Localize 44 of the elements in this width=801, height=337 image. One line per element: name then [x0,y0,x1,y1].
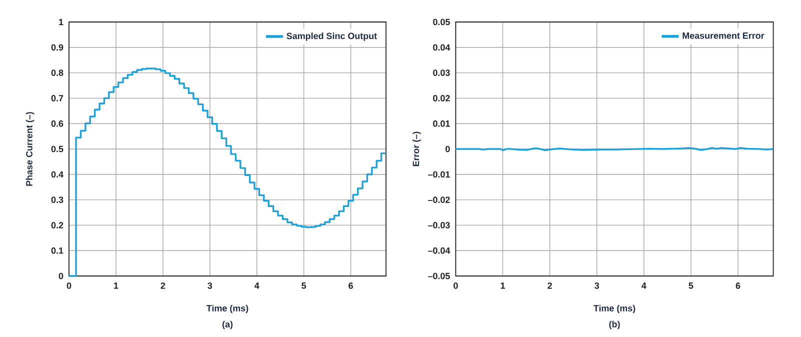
x-tick-label: 5 [302,282,306,289]
text: (b) [609,320,620,330]
x-axis-title: Time (ms) [206,304,248,314]
x-tick-label: 3 [594,282,600,289]
y-tick-label: –0.03 [428,222,450,228]
y-tick-label: 0.01 [433,120,450,127]
y-tick-label: 0 [446,146,450,152]
x-tick-label: 2 [160,282,166,289]
x-tick-label: 3 [208,282,212,289]
y-tick-label: 0.6 [51,120,64,127]
x-tick-label: 4 [254,282,260,289]
x-tick-label: 1 [500,282,505,289]
y-tick-label: 0.5 [51,146,64,152]
x-tick-label: 5 [688,282,694,289]
legend-label: Sampled Sinc Output [286,32,377,41]
x-axis-title: Time (ms) [594,304,636,314]
x-tick-label: 0 [66,282,72,289]
y-tick-label: 1 [59,18,64,26]
y-tick-label: 0.02 [433,95,450,102]
y-tick-label: 0 [58,272,64,280]
y-tick-label: 0.9 [51,44,64,51]
y-tick-label: 0.8 [51,70,64,76]
y-tick-label: 0.03 [433,70,450,76]
y-tick-label: –0.01 [428,171,450,178]
y-tick-label: 0.2 [51,222,64,228]
y-axis-title: Phase Current (–) [26,112,34,186]
y-axis-title: Error (–) [412,132,421,166]
x-tick-label: 4 [642,282,646,289]
x-tick-label: 2 [548,282,552,289]
text: (a) [222,320,233,330]
x-tick-label: 6 [348,282,353,289]
y-tick-label: 0.3 [51,196,64,203]
y-tick-label: –0.05 [428,272,450,280]
x-tick-label: 1 [114,282,118,289]
y-tick-label: –0.04 [428,247,450,254]
y-tick-label: 0.4 [51,171,64,178]
x-tick-label: 0 [454,282,458,289]
x-tick-label: 6 [736,282,740,289]
y-tick-label: 0.1 [51,247,64,254]
y-tick-label: 0.04 [433,44,450,51]
y-tick-label: –0.02 [428,196,450,203]
legend-label: Measurement Error [682,32,764,39]
y-tick-label: 0.05 [433,18,450,26]
y-tick-label: 0.7 [51,95,64,102]
